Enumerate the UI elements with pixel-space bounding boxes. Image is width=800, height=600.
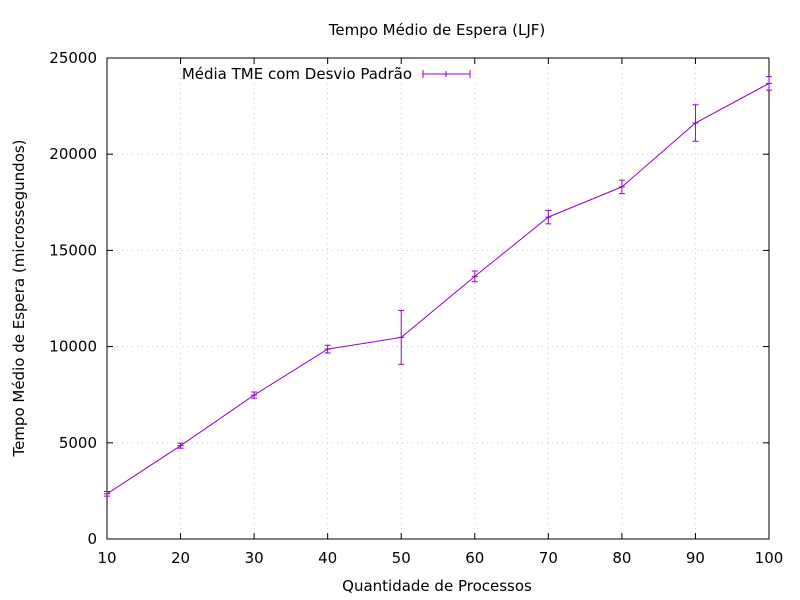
y-tick-label: 15000 <box>49 241 97 259</box>
x-tick-label: 70 <box>539 549 558 567</box>
x-tick-label: 80 <box>612 549 631 567</box>
y-tick-label: 10000 <box>49 338 97 356</box>
x-tick-label: 90 <box>686 549 705 567</box>
x-tick-label: 100 <box>755 549 784 567</box>
y-axis-title: Tempo Médio de Espera (microssegundos) <box>10 139 28 457</box>
x-tick-label: 40 <box>318 549 337 567</box>
y-tick-label: 5000 <box>59 434 97 452</box>
legend-label: Média TME com Desvio Padrão <box>182 65 412 83</box>
x-axis-title: Quantidade de Processos <box>342 577 532 595</box>
y-tick-label: 20000 <box>49 145 97 163</box>
y-tick-label: 25000 <box>49 49 97 67</box>
legend-sample <box>422 70 471 78</box>
chart-title: Tempo Médio de Espera (LJF) <box>328 21 546 39</box>
x-tick-label: 10 <box>97 549 116 567</box>
legend: Média TME com Desvio Padrão <box>182 65 471 83</box>
x-tick-label: 50 <box>392 549 411 567</box>
grid <box>107 58 769 539</box>
ticks: 10 20 30 40 50 60 70 80 90 100 0 5000 10000 15000 2000… <box>49 49 783 567</box>
x-tick-label: 60 <box>465 549 484 567</box>
plot-frame <box>106 57 770 540</box>
y-tick-label: 0 <box>87 530 97 548</box>
series-layer <box>104 76 772 497</box>
series-line <box>106 82 770 495</box>
x-tick-label: 30 <box>245 549 264 567</box>
x-tick-label: 20 <box>171 549 190 567</box>
